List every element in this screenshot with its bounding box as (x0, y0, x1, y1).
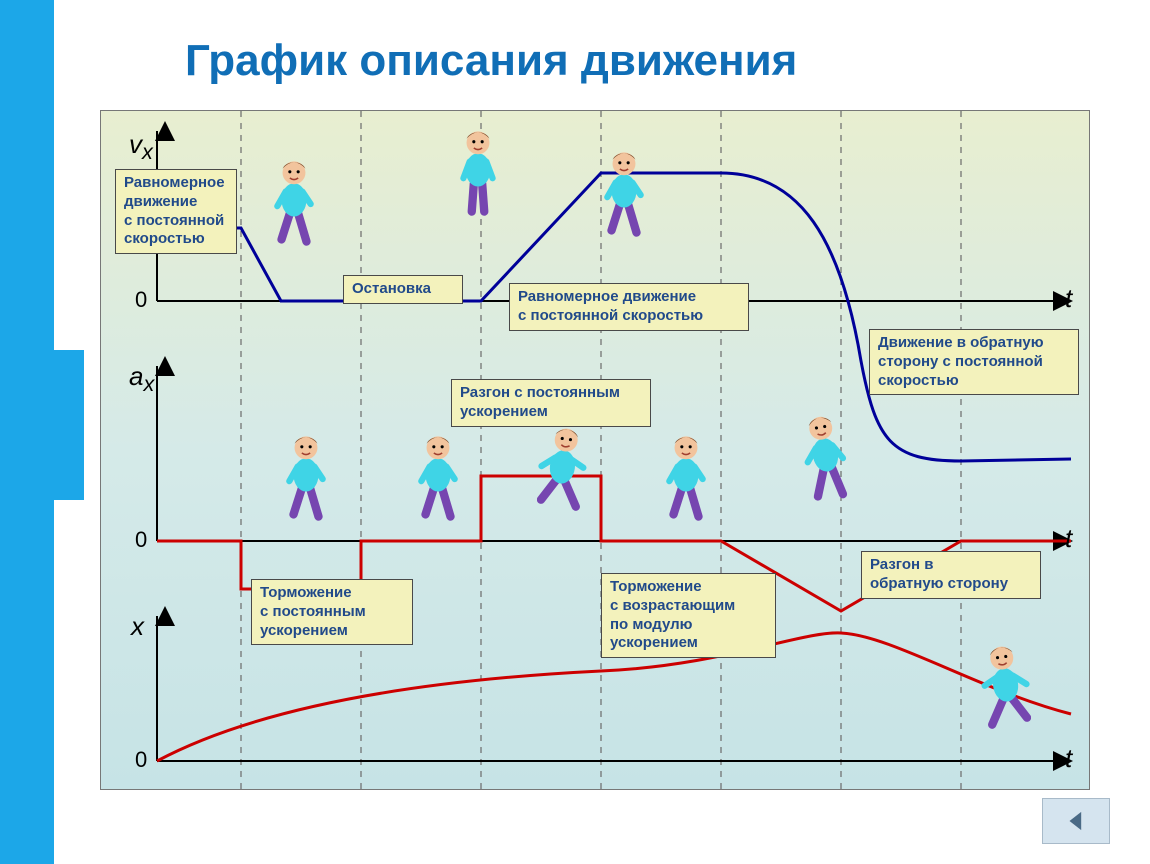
axis-label-t-a: t (1065, 523, 1072, 554)
person-p8 (801, 411, 851, 501)
axis-a-sub: x (143, 371, 154, 396)
person-p2 (453, 126, 503, 216)
label-l8: Разгон вобратную сторону (861, 551, 1041, 599)
person-p4 (281, 431, 331, 521)
axis-v-sub: x (142, 139, 153, 164)
label-l7: Торможениес возрастающимпо модулюускорен… (601, 573, 776, 658)
person-p6 (537, 423, 587, 513)
axis-v-letter: v (129, 129, 142, 159)
label-l3: Равномерное движениес постоянной скорост… (509, 283, 749, 331)
nav-back-button[interactable] (1042, 798, 1110, 844)
label-l4: Движение в обратнуюсторону с постояннойс… (869, 329, 1079, 395)
person-p7 (661, 431, 711, 521)
chart-svg (101, 111, 1091, 791)
zero-x: 0 (135, 747, 147, 773)
label-l5: Разгон с постояннымускорением (451, 379, 651, 427)
page-title: График описания движения (185, 36, 797, 86)
zero-a: 0 (135, 527, 147, 553)
label-l1: Равномерноедвижениес постояннойскоростью (115, 169, 237, 254)
axis-label-ax: ax (129, 361, 154, 397)
axis-label-x: x (131, 611, 144, 642)
axis-label-t-x: t (1065, 743, 1072, 774)
axis-label-vx: vx (129, 129, 153, 165)
axis-a-letter: a (129, 361, 143, 391)
label-l2: Остановка (343, 275, 463, 304)
person-p5 (413, 431, 463, 521)
person-p3 (599, 147, 649, 237)
zero-v: 0 (135, 287, 147, 313)
chart-frame: vx 0 t ax 0 t x 0 t Равномерноедвижениес… (100, 110, 1090, 790)
person-p9 (981, 641, 1031, 731)
left-accent-tab (0, 350, 84, 500)
triangle-left-icon (1063, 808, 1089, 834)
label-l6: Торможениес постояннымускорением (251, 579, 413, 645)
axis-label-t-v: t (1065, 283, 1072, 314)
person-p1 (269, 156, 319, 246)
